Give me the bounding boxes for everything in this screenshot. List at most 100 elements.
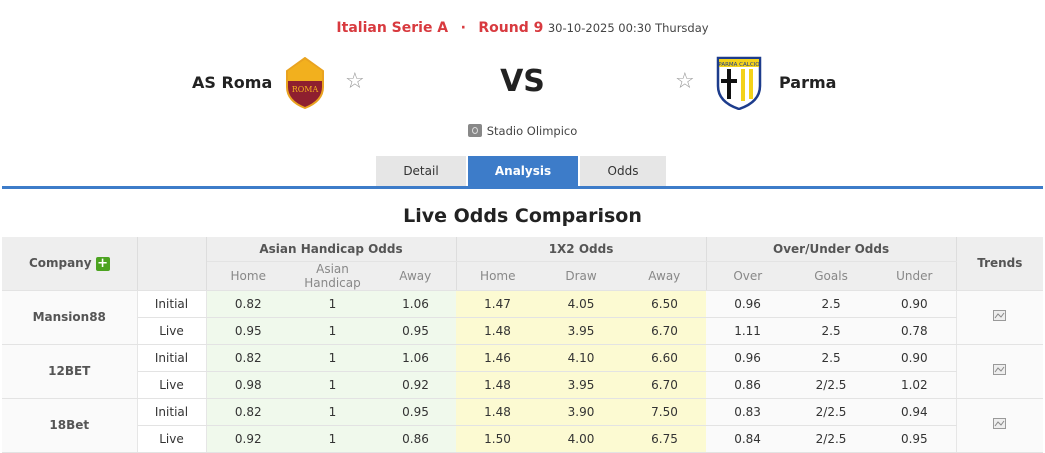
home-team-name[interactable]: AS Roma <box>192 73 273 92</box>
odds-value[interactable]: 4.00 <box>539 425 624 453</box>
odds-value[interactable]: 0.86 <box>375 425 457 453</box>
odds-value[interactable]: 1 <box>290 398 375 426</box>
odds-value[interactable]: 3.95 <box>539 317 624 345</box>
odds-type: Live <box>137 425 207 453</box>
odds-value[interactable]: 3.95 <box>539 371 624 399</box>
odds-value[interactable]: 1.47 <box>456 290 540 318</box>
odds-value[interactable]: 1.06 <box>375 344 457 372</box>
odds-value[interactable]: 6.75 <box>623 425 707 453</box>
odds-value[interactable]: 2.5 <box>789 344 874 372</box>
subheader: Under <box>873 261 957 291</box>
odds-value[interactable]: 1.02 <box>873 371 957 399</box>
trend-chart-icon[interactable] <box>993 364 1007 375</box>
add-company-icon[interactable]: + <box>95 255 110 271</box>
odds-value[interactable]: 0.90 <box>873 344 957 372</box>
stadium-icon <box>467 124 482 137</box>
odds-value[interactable]: 3.90 <box>539 398 624 426</box>
odds-value[interactable]: 1 <box>290 344 375 372</box>
odds-value[interactable]: 0.83 <box>706 398 790 426</box>
odds-value[interactable]: 1.48 <box>456 371 540 399</box>
table-row: Live 0.95 1 0.95 1.48 3.95 6.70 1.11 2.5 0.78 <box>2 317 1043 345</box>
odds-type: Live <box>137 371 207 399</box>
venue-name: Stadio Olimpico <box>486 124 578 138</box>
odds-value[interactable]: 0.95 <box>206 317 290 345</box>
odds-value[interactable]: 1 <box>290 317 375 345</box>
subheader: Asian Handicap <box>290 261 375 291</box>
subheader: Away <box>375 261 457 291</box>
odds-value[interactable]: 0.95 <box>375 398 457 426</box>
odds-value[interactable]: 0.92 <box>206 425 290 453</box>
odds-type: Initial <box>137 290 207 318</box>
odds-table: Company + Asian Handicap Odds 1X2 Odds Ov… <box>2 237 1044 453</box>
odds-value[interactable]: 2/2.5 <box>789 398 874 426</box>
company-name[interactable]: 12BET <box>2 344 138 399</box>
as-roma-logo: ROMA <box>286 57 324 109</box>
trends-cell[interactable] <box>955 398 1044 453</box>
subheader: Goals <box>789 261 874 291</box>
table-row: Live 0.98 1 0.92 1.48 3.95 6.70 0.86 2/2.5 1.02 <box>2 371 1043 399</box>
league-name[interactable]: Italian Serie A <box>336 20 449 36</box>
odds-value[interactable]: 4.05 <box>539 290 624 318</box>
odds-value[interactable]: 1.46 <box>456 344 540 372</box>
subheader: Home <box>456 261 540 291</box>
odds-value[interactable]: 0.86 <box>706 371 790 399</box>
trend-chart-icon[interactable] <box>993 310 1007 321</box>
odds-value[interactable]: 2/2.5 <box>789 425 874 453</box>
odds-value[interactable]: 0.96 <box>706 344 790 372</box>
odds-value[interactable]: 0.95 <box>375 317 457 345</box>
company-name[interactable]: Mansion88 <box>2 290 138 345</box>
odds-value[interactable]: 0.78 <box>873 317 957 345</box>
odds-value[interactable]: 7.50 <box>623 398 707 426</box>
group-header-ah: Asian Handicap Odds <box>206 237 457 262</box>
favorite-home-star-icon[interactable]: ☆ <box>345 69 365 94</box>
odds-value[interactable]: 0.82 <box>206 344 290 372</box>
subheader: Over <box>706 261 790 291</box>
tab-analysis[interactable]: Analysis <box>468 156 578 187</box>
odds-value[interactable]: 0.92 <box>375 371 457 399</box>
odds-value[interactable]: 1 <box>290 425 375 453</box>
trends-cell[interactable] <box>955 290 1044 345</box>
table-row: Mansion88 Initial 0.82 1 1.06 1.47 4.05 6.50 0.9… <box>2 290 1044 345</box>
odds-value[interactable]: 6.70 <box>623 371 707 399</box>
odds-value[interactable]: 2.5 <box>789 290 874 318</box>
group-header-ou: Over/Under Odds <box>706 237 957 262</box>
odds-value[interactable]: 4.10 <box>539 344 624 372</box>
trend-chart-icon[interactable] <box>993 418 1007 429</box>
trends-cell[interactable] <box>955 344 1044 399</box>
company-header: Company + <box>2 237 138 291</box>
odds-value[interactable]: 6.60 <box>623 344 707 372</box>
odds-value[interactable]: 0.98 <box>206 371 290 399</box>
odds-value[interactable]: 1 <box>290 290 375 318</box>
tab-odds[interactable]: Odds <box>580 156 666 187</box>
odds-value[interactable]: 1.48 <box>456 317 540 345</box>
odds-value[interactable]: 0.82 <box>206 398 290 426</box>
odds-value[interactable]: 6.70 <box>623 317 707 345</box>
odds-value[interactable]: 1.48 <box>456 398 540 426</box>
odds-value[interactable]: 0.84 <box>706 425 790 453</box>
vs-label: VS <box>500 64 545 99</box>
odds-value[interactable]: 0.96 <box>706 290 790 318</box>
match-info: Italian Serie A · Round 9 30-10-2025 00:… <box>0 20 1045 36</box>
odds-value[interactable]: 2.5 <box>789 317 874 345</box>
tab-detail[interactable]: Detail <box>376 156 466 187</box>
odds-value[interactable]: 0.94 <box>873 398 957 426</box>
type-header <box>137 237 207 291</box>
round: Round 9 <box>478 20 544 36</box>
tab-underline <box>2 186 1043 189</box>
odds-value[interactable]: 0.95 <box>873 425 957 453</box>
odds-type: Initial <box>137 344 207 372</box>
odds-value[interactable]: 1.50 <box>456 425 540 453</box>
favorite-away-star-icon[interactable]: ☆ <box>675 69 695 94</box>
away-team-name[interactable]: Parma <box>779 73 837 92</box>
odds-value[interactable]: 0.82 <box>206 290 290 318</box>
odds-value[interactable]: 6.50 <box>623 290 707 318</box>
company-name[interactable]: 18Bet <box>2 398 138 453</box>
odds-value[interactable]: 2/2.5 <box>789 371 874 399</box>
odds-value[interactable]: 1 <box>290 371 375 399</box>
parma-logo: PARMA CALCIO <box>716 56 762 110</box>
odds-value[interactable]: 1.11 <box>706 317 790 345</box>
table-row: 18Bet Initial 0.82 1 0.95 1.48 3.90 7.50 0.83 2/2… <box>2 398 1044 453</box>
match-datetime: 30-10-2025 00:30 Thursday <box>547 21 709 35</box>
odds-value[interactable]: 1.06 <box>375 290 457 318</box>
odds-value[interactable]: 0.90 <box>873 290 957 318</box>
